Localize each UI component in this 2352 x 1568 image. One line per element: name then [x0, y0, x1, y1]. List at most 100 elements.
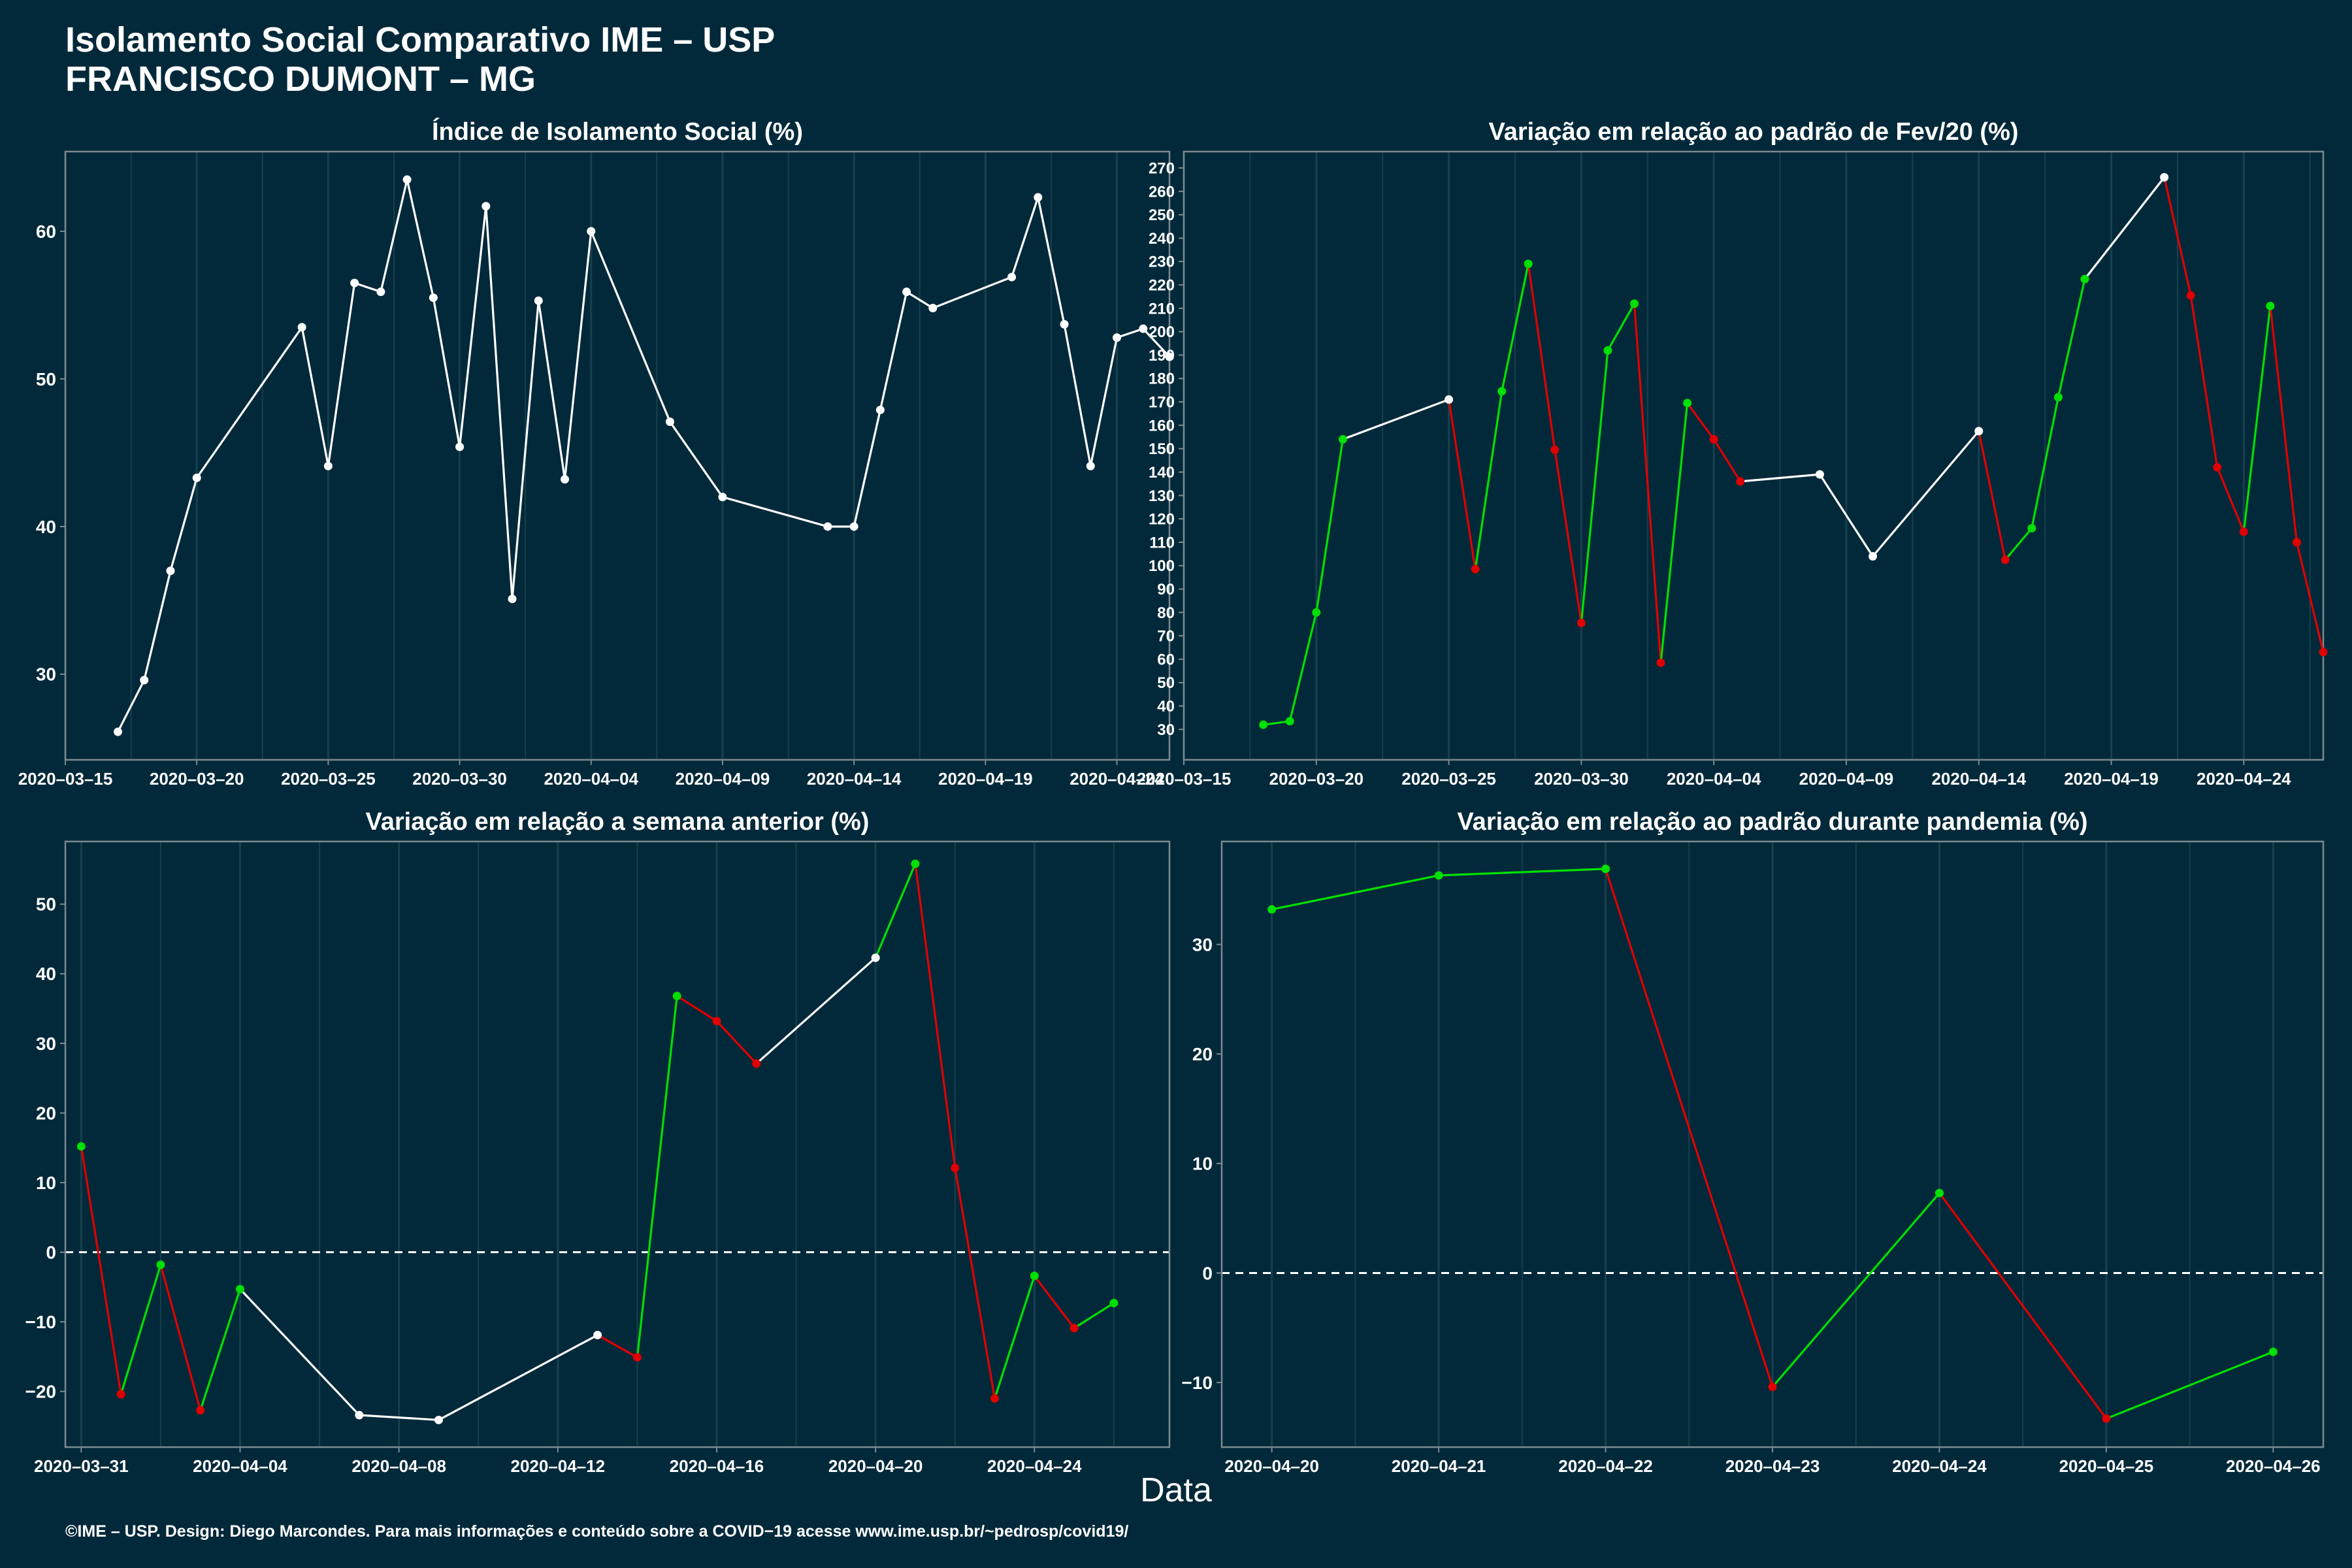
y-tick-label: 20 — [36, 1103, 56, 1123]
data-point — [1736, 477, 1745, 486]
series-segment — [1978, 430, 2006, 561]
series-segment — [1686, 402, 1715, 441]
y-tick-label: 180 — [1149, 370, 1175, 388]
main-title: Isolamento Social Comparativo IME – USP — [65, 20, 776, 59]
data-point — [2239, 527, 2248, 536]
x-tick-label: 2020–04–12 — [511, 1456, 606, 1476]
series-segment — [1554, 448, 1582, 625]
series-segment — [406, 178, 434, 299]
series-segment — [1527, 263, 1556, 451]
series-segment — [1033, 1275, 1075, 1330]
x-tick-label: 2020–04–19 — [2064, 769, 2159, 789]
series-segment — [590, 230, 672, 423]
data-point — [823, 522, 832, 531]
series-segment — [1437, 868, 1607, 877]
series-segment — [636, 994, 678, 1359]
x-tick-label: 2020–04–26 — [2226, 1456, 2321, 1476]
y-tick-label: 160 — [1149, 417, 1175, 434]
series-segment — [563, 230, 593, 481]
series-segment — [914, 862, 956, 1169]
series-segment — [721, 496, 829, 528]
data-point — [1935, 1188, 1944, 1198]
series-segment — [1063, 323, 1092, 467]
data-point — [1338, 434, 1347, 444]
data-point — [1471, 564, 1480, 574]
x-tick-label: 2020–03–25 — [281, 769, 376, 789]
x-tick-label: 2020–03–30 — [412, 769, 507, 789]
data-point — [1869, 551, 1878, 561]
plot-frame — [64, 840, 1171, 1448]
series-segment — [954, 1167, 996, 1400]
series-segment — [1315, 438, 1344, 614]
data-point — [355, 1411, 364, 1420]
data-point — [665, 417, 674, 427]
y-tick-label: 200 — [1149, 323, 1175, 341]
data-point — [2160, 172, 2169, 182]
data-point — [672, 992, 681, 1001]
y-tick-label: 30 — [1192, 934, 1213, 955]
series-segment — [195, 326, 303, 479]
chart-panel-4: Variação em relação ao padrão durante pa… — [1182, 808, 2325, 1476]
y-tick-label: 270 — [1149, 159, 1175, 177]
series-segment — [301, 326, 329, 467]
series-segment — [932, 276, 1013, 310]
series-segment — [1938, 1192, 2108, 1420]
data-point — [1974, 427, 1984, 436]
data-point — [2001, 555, 2010, 564]
x-tick-label: 2020–04–25 — [2059, 1456, 2154, 1476]
series-segment — [676, 994, 718, 1022]
data-point — [911, 859, 920, 868]
chart-title: Índice de Isolamento Social (%) — [432, 117, 803, 146]
series-segment — [1073, 1301, 1115, 1330]
data-point — [1086, 461, 1095, 470]
data-point — [2292, 538, 2301, 547]
data-point — [1497, 387, 1507, 396]
data-point — [2102, 1414, 2111, 1423]
series-segment — [143, 570, 172, 681]
series-segment — [993, 1275, 1036, 1400]
x-tick-label: 2020–04–21 — [1392, 1456, 1486, 1476]
y-tick-label: 50 — [1157, 674, 1175, 692]
y-tick-label: 130 — [1149, 487, 1175, 505]
x-tick-label: 2020–04–16 — [670, 1456, 764, 1476]
data-point — [752, 1059, 761, 1068]
series-segment — [1771, 1192, 1941, 1388]
x-tick-label: 2020–03–25 — [1401, 769, 1496, 789]
y-tick-label: 30 — [36, 1034, 56, 1054]
y-tick-label: 230 — [1149, 253, 1175, 271]
data-point — [1285, 717, 1294, 726]
series-segment — [380, 178, 408, 293]
data-point — [593, 1330, 602, 1339]
x-tick-label: 2020–04–08 — [351, 1456, 446, 1476]
data-point — [1030, 1271, 1039, 1281]
series-segment — [458, 205, 487, 448]
data-point — [76, 1142, 86, 1151]
series-segment — [2031, 396, 2060, 530]
y-tick-label: 40 — [1157, 698, 1175, 715]
data-point — [482, 202, 491, 211]
y-tick-label: 20 — [1192, 1044, 1213, 1064]
data-point — [2186, 291, 2195, 300]
x-tick-label: 2020–03–20 — [1269, 769, 1364, 789]
y-tick-label: 0 — [46, 1242, 56, 1262]
y-tick-label: 220 — [1149, 277, 1175, 295]
series-segment — [1271, 874, 1440, 911]
series-segment — [2189, 294, 2219, 469]
data-point — [1007, 272, 1017, 282]
data-point — [297, 323, 306, 332]
data-point — [1550, 446, 1560, 455]
data-point — [1165, 352, 1174, 361]
data-point — [534, 296, 543, 305]
y-tick-label: 250 — [1149, 206, 1175, 224]
x-tick-label: 2020–04–14 — [1931, 769, 2026, 789]
data-point — [2213, 463, 2222, 472]
data-point — [429, 293, 438, 302]
x-tick-label: 2020–03–20 — [150, 769, 244, 789]
data-point — [2268, 1347, 2278, 1356]
chart-title: Variação em relação ao padrão de Fev/20 … — [1488, 118, 2018, 146]
x-tick-label: 2020–04–24 — [2197, 769, 2291, 789]
data-point — [323, 461, 333, 470]
chart-title: Variação em relação a semana anterior (%… — [366, 808, 870, 836]
data-point — [849, 522, 858, 531]
series-segment — [353, 282, 382, 293]
